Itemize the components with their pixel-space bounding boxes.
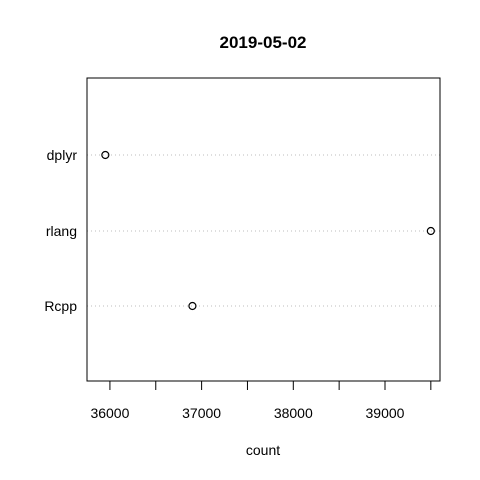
data-point-rcpp <box>188 301 197 311</box>
x-tick-label-36000: 36000 <box>90 405 129 421</box>
x-axis: 36000 37000 38000 39000 <box>90 380 432 421</box>
guide-lines <box>87 154 440 307</box>
data-point-dplyr <box>101 150 110 160</box>
chart-title: 2019-05-02 <box>220 33 307 52</box>
x-axis-label: count <box>246 442 280 458</box>
data-points <box>101 150 435 311</box>
y-axis-labels: dplyr rlang Rcpp <box>44 147 77 314</box>
y-tick-label-rcpp: Rcpp <box>44 298 77 314</box>
x-tick-label-39000: 39000 <box>366 405 405 421</box>
x-tick-label-37000: 37000 <box>182 405 221 421</box>
y-tick-label-dplyr: dplyr <box>47 147 78 163</box>
x-tick-label-38000: 38000 <box>274 405 313 421</box>
data-point-rlang <box>426 226 435 236</box>
y-tick-label-rlang: rlang <box>46 223 77 239</box>
